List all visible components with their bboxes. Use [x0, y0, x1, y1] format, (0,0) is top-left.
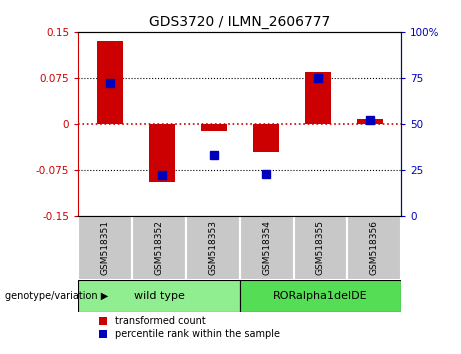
Bar — [78, 216, 132, 280]
Text: GSM518355: GSM518355 — [316, 220, 325, 275]
Bar — [148, 124, 175, 182]
Bar — [97, 41, 123, 124]
Bar — [347, 216, 401, 280]
Text: GSM518354: GSM518354 — [262, 220, 271, 275]
Bar — [294, 216, 347, 280]
Text: GSM518352: GSM518352 — [154, 220, 164, 275]
Bar — [132, 216, 186, 280]
Text: genotype/variation ▶: genotype/variation ▶ — [5, 291, 108, 301]
Text: wild type: wild type — [134, 291, 184, 301]
Text: GSM518356: GSM518356 — [370, 220, 378, 275]
Text: RORalpha1delDE: RORalpha1delDE — [273, 291, 368, 301]
Bar — [253, 124, 279, 152]
Legend: transformed count, percentile rank within the sample: transformed count, percentile rank withi… — [100, 316, 280, 339]
Bar — [78, 280, 240, 312]
Bar — [186, 216, 240, 280]
Text: GSM518351: GSM518351 — [101, 220, 110, 275]
Bar — [201, 124, 227, 131]
Text: GSM518353: GSM518353 — [208, 220, 217, 275]
Bar — [240, 216, 294, 280]
Bar — [357, 119, 383, 124]
Bar — [240, 280, 401, 312]
Title: GDS3720 / ILMN_2606777: GDS3720 / ILMN_2606777 — [149, 16, 331, 29]
Bar — [305, 72, 331, 124]
